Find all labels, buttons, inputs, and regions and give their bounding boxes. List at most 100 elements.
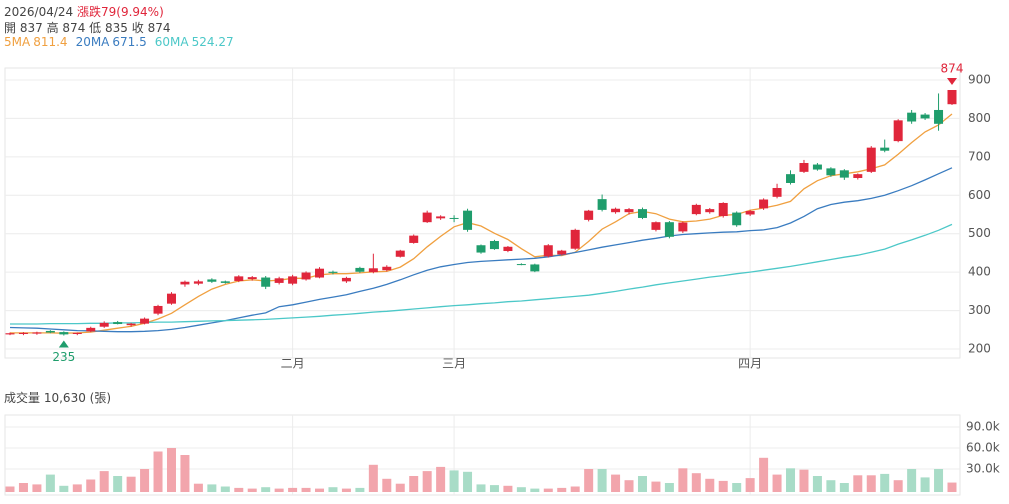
volume-bar: [422, 471, 432, 492]
volume-bar: [853, 475, 863, 492]
volume-bar: [301, 487, 311, 492]
volume-bar: [664, 483, 674, 492]
volume-bar: [288, 487, 298, 492]
y-tick-label: 200: [968, 342, 991, 356]
volume-bar: [624, 480, 634, 492]
pane-frame: [4, 414, 961, 496]
volume-bar: [759, 457, 769, 492]
volume-bar: [745, 478, 755, 492]
candle-body: [86, 327, 96, 332]
candle-body: [664, 222, 674, 237]
ohlc-line: 開 837 高 874 低 835 收 874: [4, 19, 170, 36]
volume-bar: [826, 480, 836, 492]
candle-body: [907, 112, 917, 122]
y-tick-label: 300: [968, 303, 991, 317]
candle-body: [934, 109, 944, 124]
candle-body: [718, 202, 728, 217]
candle-body: [611, 208, 621, 213]
volume-bar: [516, 487, 526, 492]
candle-body: [597, 199, 607, 210]
candle-body: [193, 281, 203, 284]
volume-bar: [220, 486, 230, 492]
value: 874: [62, 21, 86, 35]
volume-bar: [812, 476, 822, 492]
value: 835: [105, 21, 128, 35]
candle-body: [584, 210, 594, 220]
ma-line: [10, 223, 953, 325]
volume-bar: [947, 482, 957, 492]
candle-body: [341, 277, 351, 282]
candle-body: [543, 245, 553, 257]
ma-line: [9, 167, 953, 333]
candle-body: [826, 168, 836, 176]
change: 79(9.94%): [101, 5, 164, 19]
legend: 5MA 811.4 20MA 671.5 60MA 524.27: [4, 35, 242, 49]
volume-bar: [476, 484, 486, 492]
volume-bar: [934, 469, 944, 492]
volume-bar: [32, 484, 42, 492]
candle-body: [449, 217, 459, 219]
volume-bar: [718, 480, 728, 492]
candle-body: [637, 209, 647, 218]
candle-body: [382, 266, 392, 271]
y-tick-label: 30.0k: [966, 462, 1000, 476]
volume-bar: [72, 484, 82, 492]
value: 10,630: [43, 391, 86, 405]
legend-name: 5MA: [4, 35, 31, 49]
volume-bar: [866, 475, 876, 492]
y-tick-label: 90.0k: [966, 420, 1000, 434]
volume-bar: [489, 485, 499, 492]
volume-header: 成交量 10,630 (張): [4, 389, 111, 406]
volume-bar: [261, 487, 271, 492]
candle-body: [436, 216, 446, 219]
candle-body: [678, 222, 688, 232]
candle-body: [920, 114, 930, 119]
y-tick-label: 400: [968, 265, 991, 279]
y-tick-label: 900: [968, 73, 991, 87]
candle-body: [328, 271, 338, 273]
candle-body: [261, 277, 271, 287]
candle-body: [113, 322, 123, 325]
candle-body: [489, 241, 499, 250]
y-tick-label: 700: [968, 149, 991, 163]
volume-bar: [503, 485, 513, 492]
legend-value: 524.27: [191, 35, 234, 49]
candle-body: [301, 272, 311, 280]
candle-body: [18, 332, 28, 335]
candle-body: [422, 212, 432, 223]
value: 837: [19, 21, 43, 35]
candle-body: [745, 211, 755, 215]
min-marker: [58, 340, 69, 348]
volume-bar: [355, 487, 365, 492]
max-marker: [947, 77, 957, 85]
volume-bar: [557, 487, 567, 492]
candle-body: [409, 235, 419, 243]
candle-body: [732, 212, 742, 226]
candle-body: [5, 333, 15, 335]
volume-bar: [543, 488, 553, 492]
candle-body: [691, 204, 701, 215]
candle-body: [476, 245, 486, 253]
candle-body: [893, 120, 903, 142]
volume-bar: [611, 474, 621, 492]
label: 開: [4, 21, 17, 35]
y-tick-label: 500: [968, 226, 991, 240]
max-label: 874: [941, 61, 964, 75]
candle-body: [570, 229, 580, 249]
change-label: 漲跌: [77, 5, 102, 19]
candle-body: [947, 89, 957, 105]
candle-body: [772, 187, 782, 197]
volume-bar: [207, 484, 217, 492]
candle-body: [45, 330, 55, 333]
candle-body: [274, 278, 284, 283]
volume-bar: [368, 464, 378, 492]
min-label: 235: [52, 350, 75, 364]
x-tick-label: 三月: [442, 357, 466, 371]
candle-body: [853, 174, 863, 178]
volume-bar: [786, 468, 796, 492]
volume-bar: [18, 483, 28, 492]
volume-bar: [5, 486, 15, 492]
volume-bar: [409, 476, 419, 492]
volume-bar: [597, 469, 607, 492]
